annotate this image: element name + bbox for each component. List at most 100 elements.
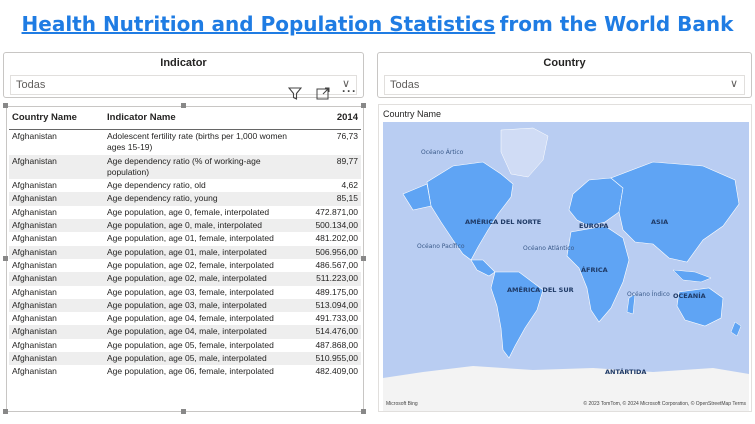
table-header-row: Country Name Indicator Name 2014 [9,107,361,130]
cell-value: 85,15 [304,192,361,206]
region-australia [676,287,724,327]
country-selected-value: Todas [390,79,420,91]
table-row[interactable]: Afghanistan Age dependency ratio, young 85… [9,192,361,206]
cell-country: Afghanistan [12,259,57,270]
cell-country: Afghanistan [12,313,57,324]
focus-mode-icon[interactable] [316,87,330,103]
table-row[interactable]: Afghanistan Age population, age 04, femal… [9,312,361,325]
cell-value: 513.094,00 [304,298,361,313]
table-row[interactable]: Afghanistan Age population, age 06, femal… [9,365,361,378]
cell-country: Afghanistan [9,352,104,366]
table-row[interactable]: Afghanistan Age population, age 01, femal… [9,232,361,245]
table-row[interactable]: Afghanistan Age population, age 01, male,… [9,245,361,259]
indicator-slicer-title: Indicator [160,57,207,69]
column-header-indicator[interactable]: Indicator Name [104,107,304,130]
cell-country: Afghanistan [12,131,57,141]
title-link[interactable]: Health Nutrition and Population Statisti… [21,12,496,36]
cell-indicator: Age dependency ratio, young [104,192,304,206]
table-row[interactable]: Afghanistan Age dependency ratio, old 4,62 [9,179,361,192]
indicator-slicer: Indicator Todas ∨ [3,52,364,98]
table-row[interactable]: Afghanistan Age population, age 05, femal… [9,339,361,352]
region-indonesia [672,269,712,283]
bing-logo: Microsoft Bing [386,401,418,407]
table-row[interactable]: Afghanistan Age population, age 0, female… [9,206,361,219]
label-antartida: ANTÁRTIDA [605,367,646,376]
table-row[interactable]: Afghanistan Age population, age 03, male,… [9,298,361,313]
map-canvas[interactable]: Océano Ártico AMÉRICA DEL NORTE EUROPA A… [383,122,749,411]
cell-value: 491.733,00 [315,313,358,324]
resize-handle[interactable] [3,409,8,414]
resize-handle[interactable] [361,103,366,108]
region-africa [566,225,630,323]
table-row[interactable]: Afghanistan Adolescent fertility rate (bi… [9,130,361,155]
resize-handle[interactable] [181,103,186,108]
report-title: Health Nutrition and Population Statisti… [0,12,755,36]
label-oceano-atlantico: Océano Atlántico [523,245,575,252]
table-row[interactable]: Afghanistan Age population, age 0, male, … [9,219,361,233]
cell-indicator: Age population, age 01, female, interpol… [107,233,274,244]
title-text: from the World Bank [499,12,734,36]
visual-header-icons: ··· [286,84,366,103]
map-attribution[interactable]: © 2023 TomTom, © 2024 Microsoft Corporat… [583,401,746,407]
cell-indicator: Age population, age 04, male, interpolat… [104,325,304,339]
country-slicer-title: Country [543,57,586,69]
resize-handle[interactable] [361,409,366,414]
region-asia [610,161,740,263]
table-row[interactable]: Afghanistan Age population, age 02, male,… [9,272,361,286]
region-central-america [470,259,496,277]
column-header-year[interactable]: 2014 [304,107,361,130]
more-options-icon[interactable]: ··· [342,84,357,98]
cell-indicator: Age population, age 0, female, interpola… [107,206,270,217]
cell-indicator: Age population, age 02, female, interpol… [107,259,274,270]
table-row[interactable]: Afghanistan Age population, age 02, femal… [9,259,361,272]
cell-value: 486.567,00 [315,259,358,270]
column-header-country[interactable]: Country Name [9,107,104,130]
country-dropdown[interactable]: Todas ∨ [384,75,745,95]
table-row[interactable]: Afghanistan Age population, age 04, male,… [9,325,361,339]
label-asia: ASIA [651,218,668,226]
region-north-america [426,161,514,261]
cell-indicator: Age dependency ratio, old [107,180,206,191]
cell-value: 472.871,00 [315,206,358,217]
cell-indicator: Age population, age 06, female, interpol… [107,366,274,377]
resize-handle[interactable] [361,256,366,261]
cell-indicator: Age population, age 0, male, interpolate… [104,219,304,233]
cell-value: 76,73 [336,131,358,141]
cell-country: Afghanistan [9,298,104,313]
chevron-down-icon: ∨ [729,78,738,90]
cell-value: 489.175,00 [315,286,358,297]
table-row[interactable]: Afghanistan Age population, age 05, male,… [9,352,361,366]
region-europe [568,177,624,227]
cell-country: Afghanistan [12,339,57,350]
cell-country: Afghanistan [9,272,104,286]
label-oceania: OCEANÍA [673,291,706,300]
chevron-down-icon: ∨ [341,78,350,90]
table-row[interactable]: Afghanistan Age population, age 03, femal… [9,286,361,299]
country-map: Country Name Océa [378,104,752,412]
label-america-sur: AMÉRICA DEL SUR [507,285,574,294]
resize-handle[interactable] [3,103,8,108]
label-africa: ÁFRICA [581,265,608,274]
cell-value: 510.955,00 [304,352,361,366]
cell-indicator: Adolescent fertility rate (births per 1,… [107,131,288,153]
region-madagascar [626,293,636,315]
label-america-norte: AMÉRICA DEL NORTE [465,217,541,226]
cell-value: 500.134,00 [304,219,361,233]
cell-country: Afghanistan [9,245,104,259]
indicator-dropdown[interactable]: Todas ∨ [10,75,357,95]
filter-icon[interactable] [287,87,303,103]
cell-indicator: Age population, age 05, male, interpolat… [104,352,304,366]
resize-handle[interactable] [181,409,186,414]
indicator-selected-value: Todas [16,79,46,91]
label-oceano-artico: Océano Ártico [421,149,464,156]
cell-indicator: Age population, age 05, female, interpol… [107,339,274,350]
resize-handle[interactable] [3,256,8,261]
region-south-america [490,271,544,359]
cell-indicator: Age population, age 01, male, interpolat… [104,245,304,259]
region-antarctica [383,366,749,411]
cell-value: 89,77 [304,154,361,180]
table-row[interactable]: Afghanistan Age dependency ratio (% of wo… [9,154,361,180]
cell-country: Afghanistan [12,366,57,377]
label-oceano-pacifico: Océano Pacífico [417,243,465,250]
region-greenland [500,127,549,178]
